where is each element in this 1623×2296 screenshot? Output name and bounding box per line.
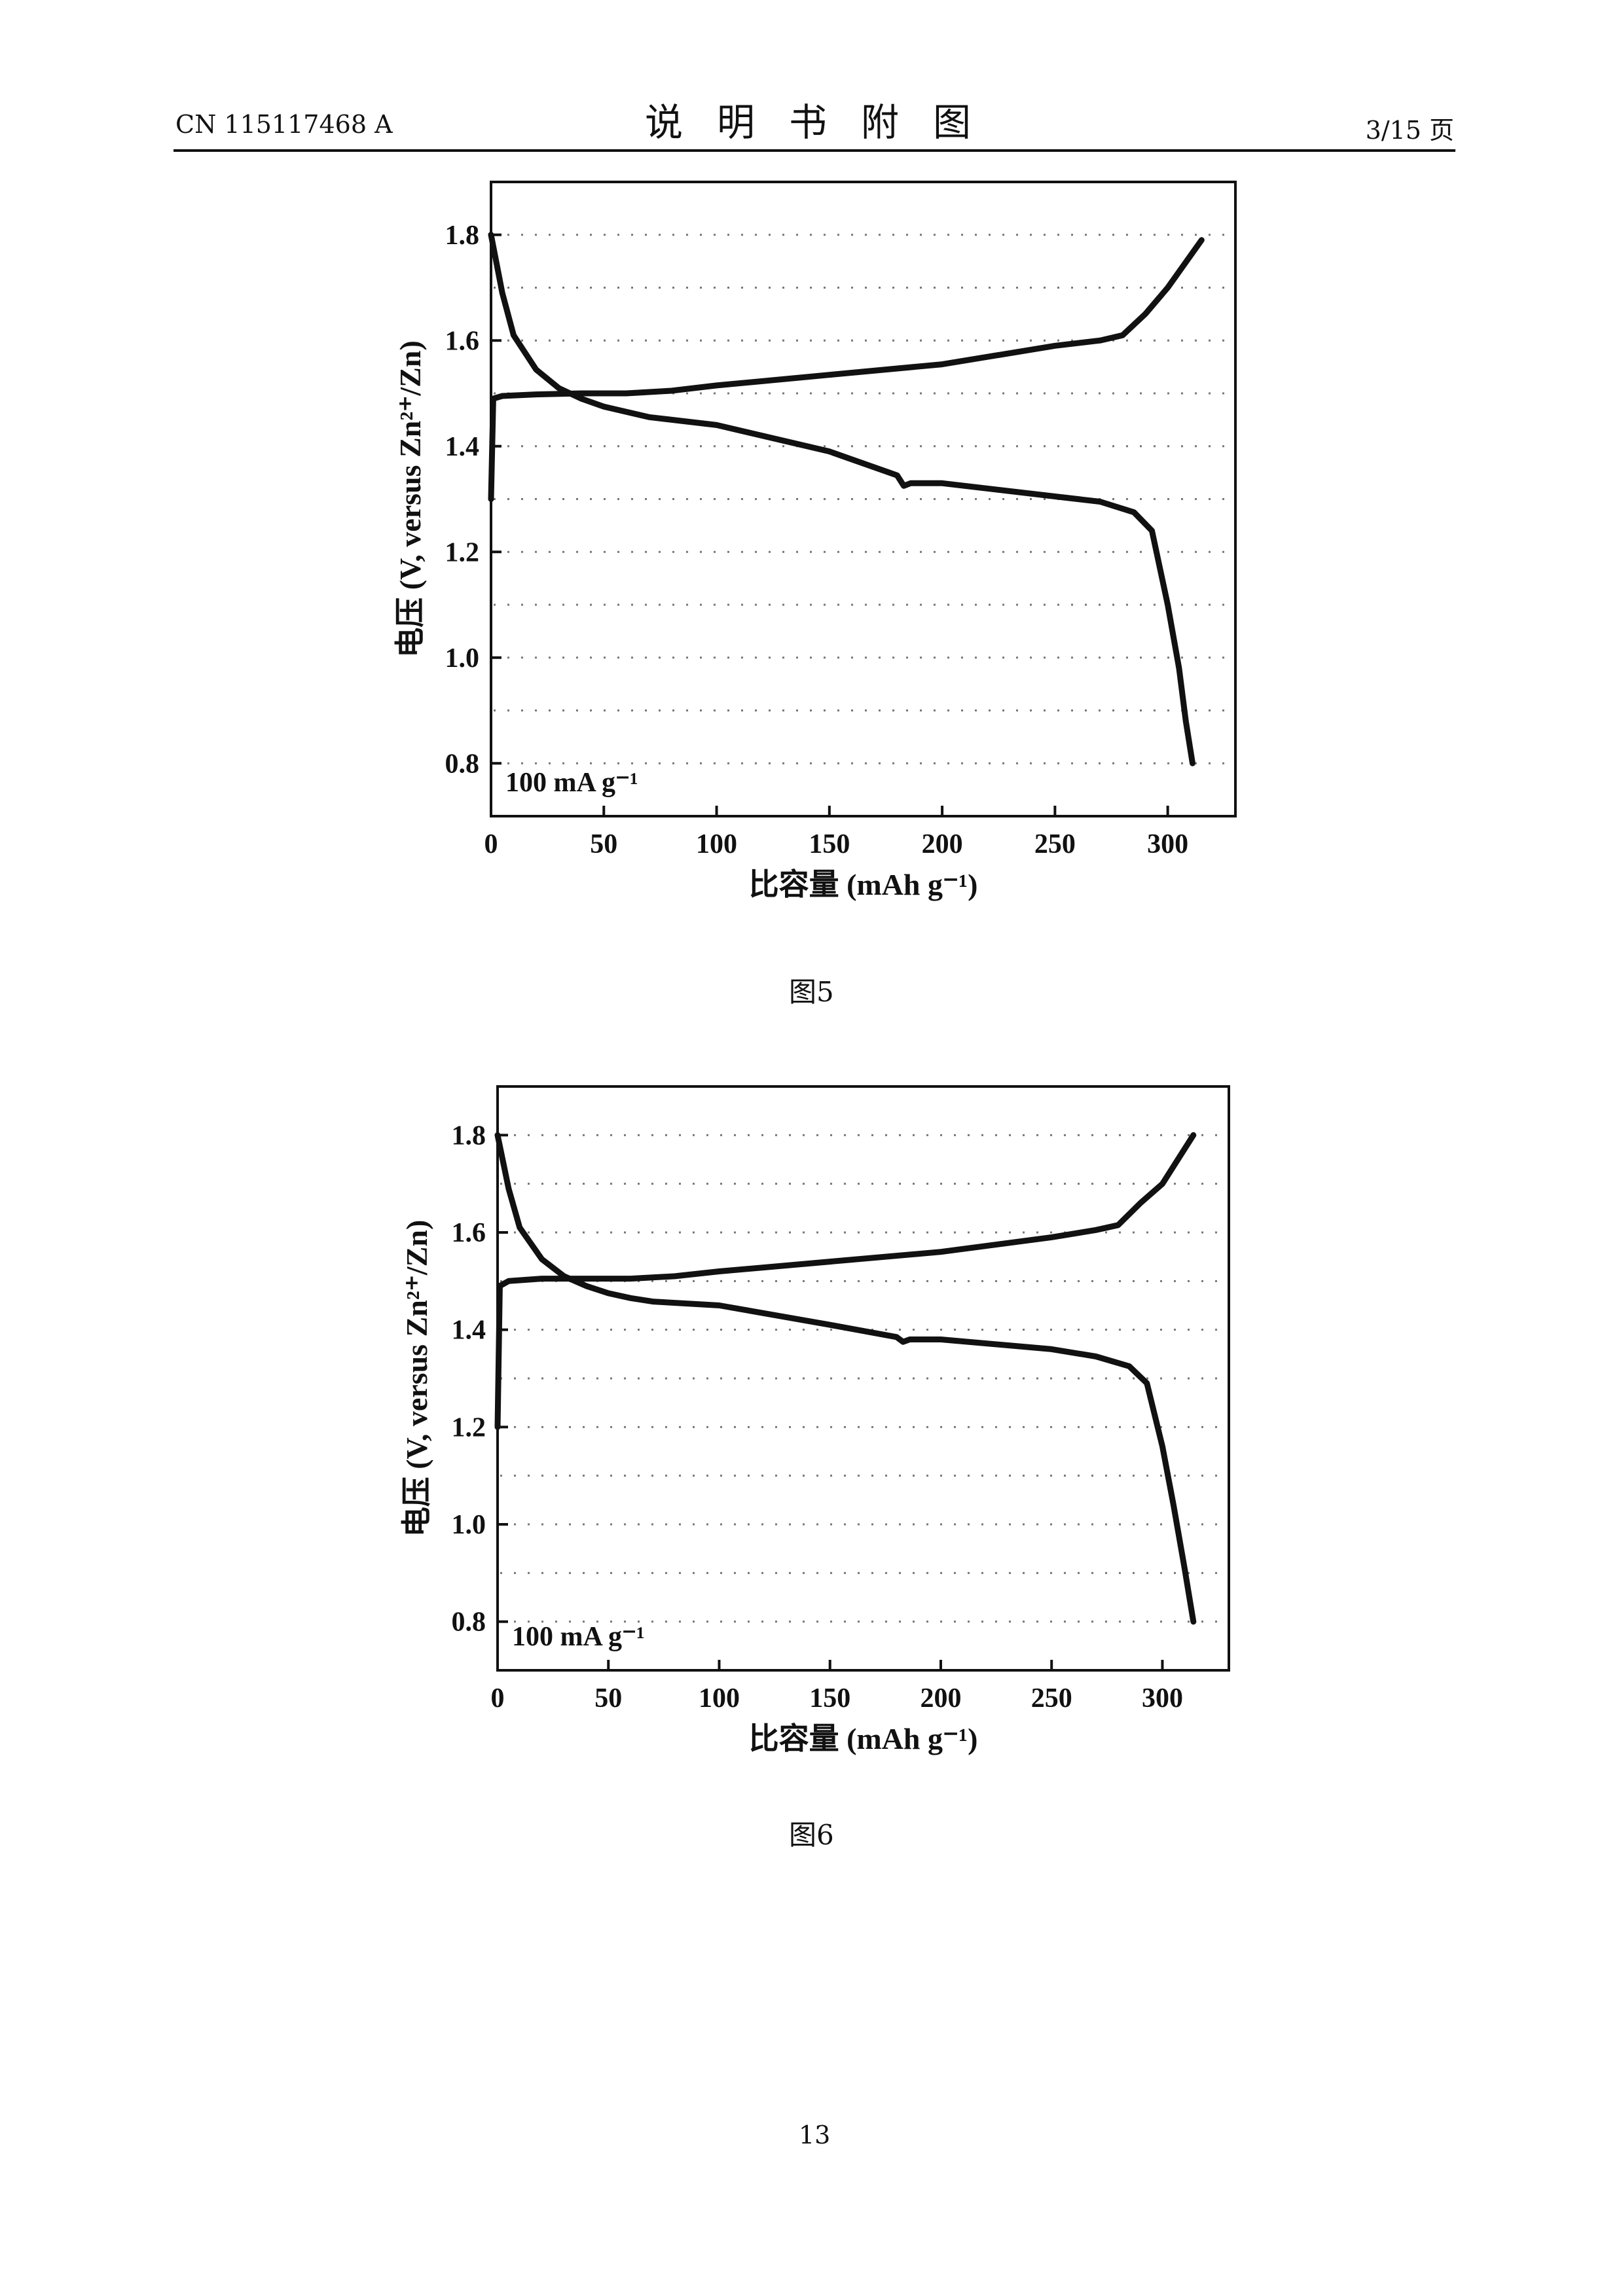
- x-axis-label: 比容量 (mAh g⁻¹): [749, 868, 978, 901]
- x-tick-label: 150: [809, 1683, 850, 1713]
- y-tick-label: 1.2: [452, 1412, 486, 1443]
- plot-frame: [490, 181, 1237, 817]
- x-tick-label: 250: [1031, 1683, 1072, 1713]
- series-line-2: [488, 237, 1205, 502]
- x-tick-label: 300: [1142, 1683, 1183, 1713]
- series-line-1: [488, 232, 1195, 766]
- page-number: 13: [799, 2121, 831, 2149]
- y-axis-label: 电压 (V, versus Zn²⁺/Zn): [393, 340, 427, 658]
- page-title: 说明书附图: [645, 100, 1006, 145]
- y-tick-label: 1.2: [445, 537, 480, 567]
- y-tick-label: 0.8: [452, 1607, 486, 1638]
- y-tick-label: 1.8: [445, 221, 480, 251]
- current-density-annotation: 100 mA g⁻¹: [512, 1622, 645, 1652]
- x-tick-label: 200: [922, 829, 963, 859]
- x-tick-label: 50: [594, 1683, 622, 1713]
- page-reference: 3/15 页: [1365, 116, 1454, 145]
- x-tick-label: 100: [696, 829, 737, 859]
- x-axis-label: 比容量 (mAh g⁻¹): [749, 1722, 978, 1755]
- x-tick-label: 0: [484, 829, 498, 859]
- x-tick-label: 200: [920, 1683, 961, 1713]
- document-number: CN 115117468 A: [175, 110, 393, 139]
- y-axis-label: 电压 (V, versus Zn²⁺/Zn): [400, 1220, 433, 1537]
- series-line-1: [494, 1132, 1197, 1625]
- x-tick-label: 100: [699, 1683, 740, 1713]
- x-tick-label: 50: [590, 829, 617, 859]
- x-tick-label: 300: [1147, 829, 1188, 859]
- y-tick-label: 1.8: [452, 1121, 486, 1151]
- y-tick-label: 1.4: [445, 432, 480, 462]
- y-tick-label: 1.4: [452, 1316, 486, 1346]
- current-density-annotation: 100 mA g⁻¹: [505, 768, 638, 798]
- x-tick-label: 0: [491, 1683, 505, 1713]
- chart-figure-5: 0 50 100 150 200 250 300 0.8 1.0 1.2 1.4 1.6 1.8 100 …: [393, 181, 1237, 901]
- chart-figure-6: 0 50 100 150 200 250 300 0.8 1.0 1.2 1.4 1.6 1.8 100 …: [400, 1085, 1230, 1755]
- series-line-2: [494, 1132, 1197, 1430]
- y-tick-label: 1.6: [452, 1218, 486, 1248]
- y-tick-label: 1.6: [445, 326, 480, 356]
- x-tick-label: 150: [809, 829, 850, 859]
- header-divider: [173, 149, 1455, 152]
- y-tick-label: 0.8: [445, 749, 480, 779]
- y-tick-label: 1.0: [445, 643, 480, 673]
- figure-caption-5: 图5: [789, 976, 834, 1008]
- figure-caption-6: 图6: [789, 1819, 834, 1851]
- y-tick-label: 1.0: [452, 1510, 486, 1540]
- x-tick-label: 250: [1034, 829, 1076, 859]
